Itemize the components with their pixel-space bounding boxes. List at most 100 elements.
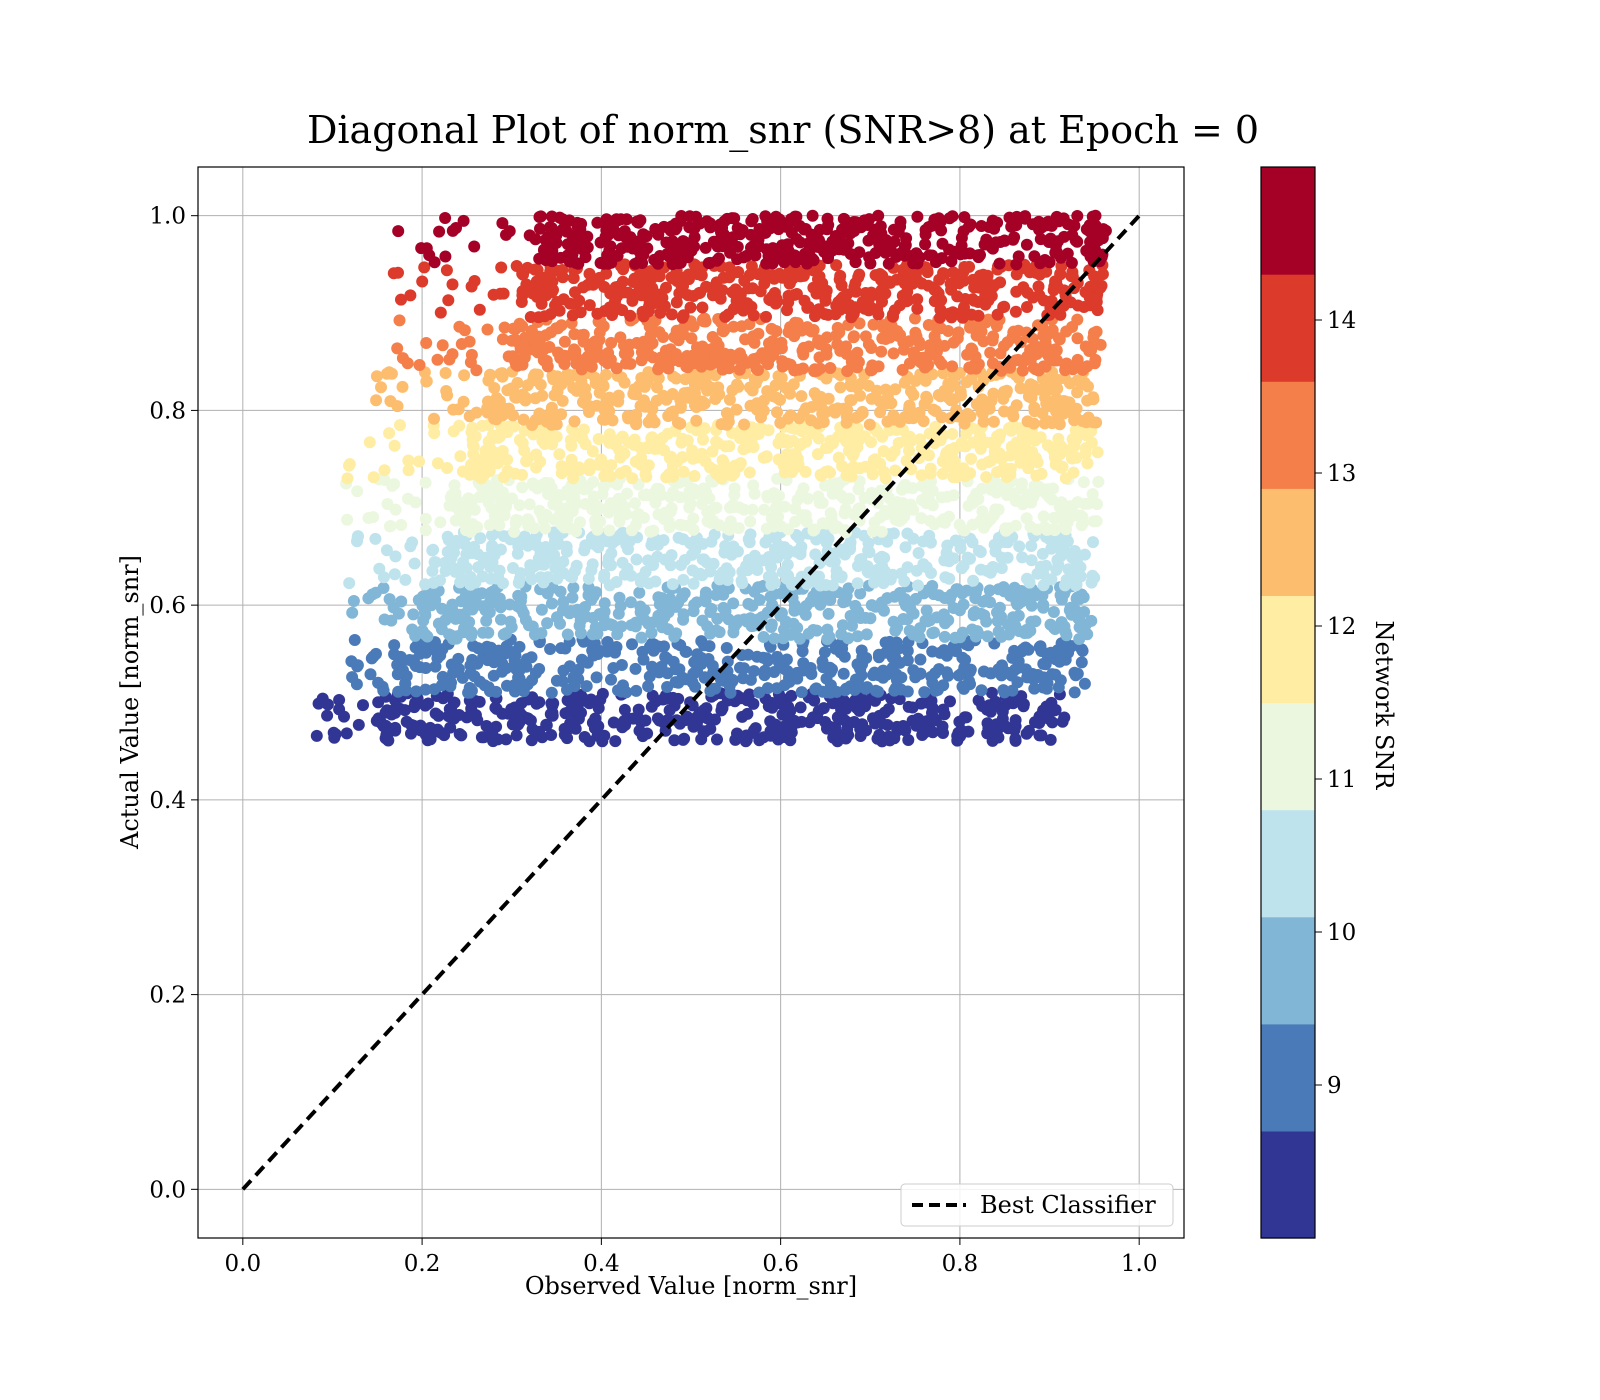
point [1052, 215, 1065, 228]
point [535, 603, 548, 616]
point [543, 341, 556, 353]
point [875, 345, 888, 358]
point [945, 588, 958, 601]
point [815, 401, 828, 414]
point [847, 460, 860, 473]
point [791, 494, 804, 506]
point [465, 280, 478, 293]
point [762, 424, 775, 437]
point [814, 598, 827, 611]
point [384, 395, 397, 408]
point [677, 613, 690, 626]
point [449, 612, 462, 625]
point [886, 308, 899, 321]
point [982, 313, 995, 326]
point [341, 472, 354, 485]
point [676, 671, 689, 684]
point [899, 541, 912, 554]
colorbar-bin-3 [1261, 809, 1315, 918]
point [838, 525, 851, 537]
point [762, 700, 775, 713]
point [464, 659, 477, 672]
colorbar-bin-9 [1261, 167, 1315, 275]
point [915, 469, 928, 482]
point [865, 342, 878, 354]
point [603, 436, 616, 449]
point [1017, 698, 1030, 711]
point [579, 610, 592, 623]
point [669, 600, 682, 613]
point [515, 603, 528, 616]
point [903, 444, 915, 457]
point [506, 350, 519, 363]
point [774, 416, 787, 429]
point [942, 459, 954, 472]
point [706, 683, 719, 695]
point [920, 497, 933, 510]
point [914, 667, 927, 680]
point [386, 479, 399, 492]
point [589, 335, 602, 348]
point [544, 708, 557, 721]
point [493, 519, 506, 532]
point [782, 711, 795, 724]
point [849, 256, 862, 268]
point [920, 561, 933, 574]
point [796, 509, 809, 522]
point [974, 546, 987, 558]
point [1016, 364, 1029, 377]
point [978, 404, 991, 417]
point [451, 630, 464, 643]
point [687, 720, 700, 733]
point [888, 732, 901, 745]
point [594, 236, 607, 249]
point [333, 694, 346, 706]
point [485, 543, 498, 556]
point [373, 562, 386, 575]
point [726, 212, 738, 225]
point [1066, 270, 1079, 282]
point [855, 377, 868, 390]
point [909, 312, 921, 325]
point [453, 419, 466, 432]
point [728, 482, 741, 495]
point [812, 432, 825, 445]
point [665, 308, 678, 321]
point [561, 732, 574, 745]
point [343, 577, 356, 590]
point [799, 465, 812, 478]
point [1067, 506, 1079, 519]
point [935, 252, 948, 265]
point [877, 577, 890, 590]
point [550, 430, 563, 443]
point [784, 409, 797, 422]
point [938, 644, 950, 657]
point [520, 660, 533, 673]
point [670, 324, 683, 337]
point [863, 418, 876, 431]
point [749, 377, 762, 390]
point [547, 697, 560, 710]
point [802, 627, 815, 640]
point [388, 648, 401, 661]
series-band-7 [391, 312, 1107, 378]
point [1048, 523, 1061, 535]
point [603, 579, 616, 592]
point [972, 309, 985, 322]
colorbar-bin-0 [1261, 1130, 1315, 1239]
point [962, 725, 975, 738]
point [680, 360, 693, 373]
colorbar-bin-8 [1261, 274, 1315, 382]
point [670, 348, 682, 360]
colorbar-tick-label: 11 [1327, 767, 1356, 793]
point [695, 269, 708, 282]
point [851, 630, 864, 643]
point [722, 415, 735, 428]
point [1058, 544, 1071, 557]
point [1027, 417, 1040, 430]
point [1062, 563, 1075, 576]
point [367, 471, 380, 484]
point [398, 704, 411, 717]
point [890, 668, 903, 681]
point [447, 403, 460, 416]
